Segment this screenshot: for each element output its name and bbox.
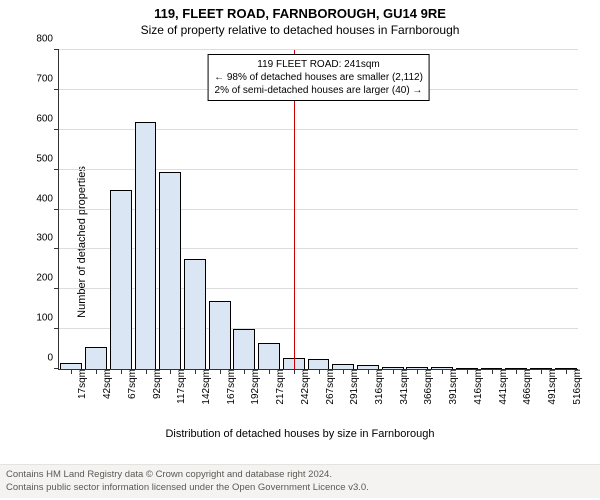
ytick-label: 300 — [36, 233, 59, 244]
annotation-line2: ← 98% of detached houses are smaller (2,… — [214, 71, 423, 84]
xtick-label: 192sqm — [244, 369, 261, 405]
xtick-label: 366sqm — [417, 369, 434, 405]
histogram-bar — [135, 122, 157, 369]
title-address: 119, FLEET ROAD, FARNBOROUGH, GU14 9RE — [0, 6, 600, 21]
x-axis-label: Distribution of detached houses by size … — [0, 428, 600, 440]
xtick-label: 142sqm — [195, 369, 212, 405]
ytick-label: 100 — [36, 313, 59, 324]
annotation-line1: 119 FLEET ROAD: 241sqm — [214, 58, 423, 71]
chart-header: 119, FLEET ROAD, FARNBOROUGH, GU14 9RE S… — [0, 0, 600, 37]
histogram-bar — [60, 363, 82, 369]
xtick-label: 92sqm — [146, 369, 163, 399]
annotation-line3: 2% of semi-detached houses are larger (4… — [214, 84, 423, 97]
xtick-label: 42sqm — [96, 369, 113, 399]
ytick-label: 0 — [47, 353, 59, 364]
xtick-label: 17sqm — [71, 369, 88, 399]
ytick-label: 600 — [36, 113, 59, 124]
ytick-label: 700 — [36, 73, 59, 84]
histogram-bar — [357, 365, 379, 369]
xtick-label: 267sqm — [319, 369, 336, 405]
histogram-bar — [110, 190, 132, 369]
histogram-bar — [382, 367, 404, 369]
histogram-bar — [555, 368, 577, 369]
histogram-bar — [184, 259, 206, 369]
xtick-label: 516sqm — [566, 369, 583, 405]
ytick-label: 200 — [36, 273, 59, 284]
histogram-bar — [258, 343, 280, 369]
xtick-label: 466sqm — [516, 369, 533, 405]
xtick-label: 441sqm — [492, 369, 509, 405]
histogram-bar — [85, 347, 107, 369]
xtick-label: 341sqm — [393, 369, 410, 405]
histogram-bar — [332, 364, 354, 369]
plot-area: 119 FLEET ROAD: 241sqm ← 98% of detached… — [58, 50, 578, 370]
xtick-label: 416sqm — [467, 369, 484, 405]
xtick-label: 291sqm — [343, 369, 360, 405]
title-subtitle: Size of property relative to detached ho… — [0, 23, 600, 37]
xtick-label: 67sqm — [121, 369, 138, 399]
ytick-label: 500 — [36, 153, 59, 164]
chart-container: Number of detached properties 119 FLEET … — [0, 42, 600, 442]
histogram-bar — [481, 368, 503, 369]
histogram-bar — [233, 329, 255, 369]
ytick-label: 800 — [36, 34, 59, 45]
footer-line2: Contains public sector information licen… — [6, 482, 594, 494]
annotation-box: 119 FLEET ROAD: 241sqm ← 98% of detached… — [207, 54, 430, 101]
xtick-label: 217sqm — [269, 369, 286, 405]
xtick-label: 117sqm — [170, 369, 187, 404]
footer-line1: Contains HM Land Registry data © Crown c… — [6, 469, 594, 481]
histogram-bar — [530, 368, 552, 369]
histogram-bar — [159, 172, 181, 369]
xtick-label: 491sqm — [541, 369, 558, 405]
histogram-bar — [209, 301, 231, 369]
histogram-bar — [431, 367, 453, 369]
xtick-label: 167sqm — [220, 369, 237, 405]
xtick-label: 316sqm — [368, 369, 385, 405]
xtick-label: 242sqm — [294, 369, 311, 405]
footer: Contains HM Land Registry data © Crown c… — [0, 464, 600, 498]
histogram-bar — [456, 368, 478, 369]
histogram-bar — [505, 368, 527, 369]
histogram-bar — [406, 367, 428, 369]
histogram-bar — [308, 359, 330, 369]
ytick-label: 400 — [36, 193, 59, 204]
xtick-label: 391sqm — [442, 369, 459, 405]
